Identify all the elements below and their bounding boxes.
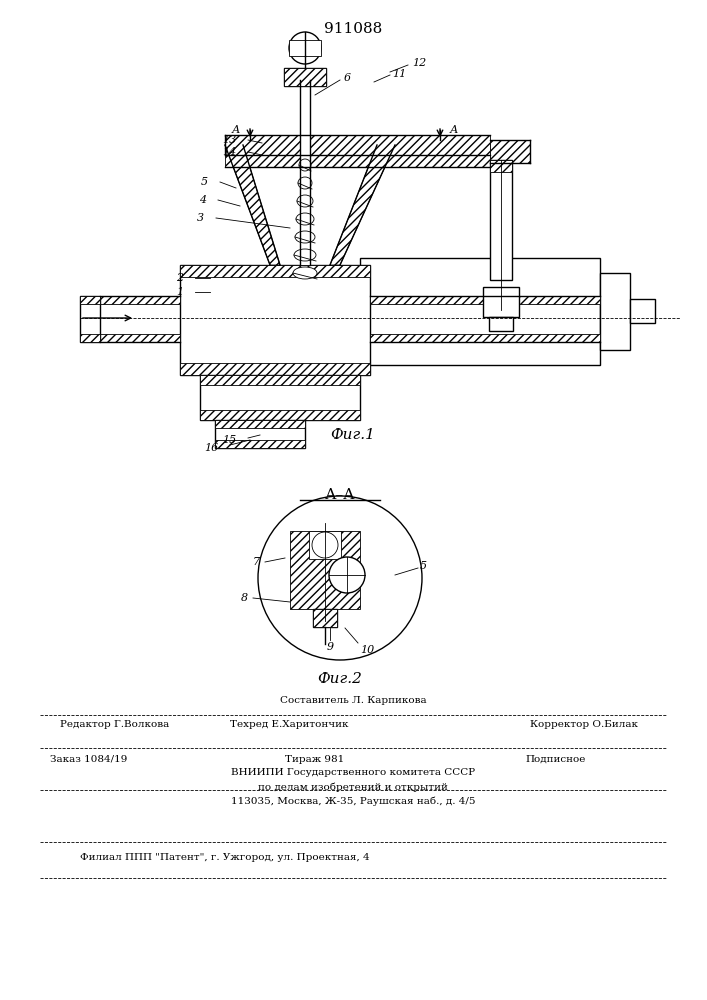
Polygon shape <box>225 155 490 167</box>
Ellipse shape <box>294 249 316 261</box>
Polygon shape <box>290 531 360 609</box>
Text: Фиг.1: Фиг.1 <box>331 428 375 442</box>
Text: Составитель Л. Карпикова: Составитель Л. Карпикова <box>280 696 426 705</box>
Polygon shape <box>225 145 280 265</box>
Ellipse shape <box>298 177 312 189</box>
Bar <box>630 299 655 323</box>
Polygon shape <box>200 375 360 385</box>
Circle shape <box>258 496 422 660</box>
Text: А: А <box>232 125 240 135</box>
Bar <box>200 375 360 420</box>
Text: 13: 13 <box>222 135 236 145</box>
Text: 113035, Москва, Ж-35, Раушская наб., д. 4/5: 113035, Москва, Ж-35, Раушская наб., д. … <box>230 796 475 806</box>
Text: 9: 9 <box>327 642 334 652</box>
Ellipse shape <box>293 267 317 279</box>
Text: А: А <box>450 125 458 135</box>
Ellipse shape <box>295 231 315 243</box>
Text: 10: 10 <box>360 645 374 655</box>
Bar <box>80 296 100 342</box>
Polygon shape <box>490 140 530 163</box>
Text: 8: 8 <box>241 593 248 603</box>
Bar <box>490 160 512 280</box>
Polygon shape <box>215 420 305 428</box>
Polygon shape <box>200 410 360 420</box>
Polygon shape <box>100 296 180 304</box>
Text: 4: 4 <box>199 195 206 205</box>
Circle shape <box>289 32 321 64</box>
Text: 2: 2 <box>176 273 183 283</box>
Text: Фиг.2: Фиг.2 <box>317 672 363 686</box>
Polygon shape <box>180 363 370 375</box>
Polygon shape <box>313 609 337 627</box>
Text: Подписное: Подписное <box>525 755 585 764</box>
Bar <box>600 273 630 350</box>
Bar <box>483 287 519 317</box>
Bar <box>360 258 600 365</box>
Bar <box>313 609 337 627</box>
Circle shape <box>329 557 365 593</box>
Bar <box>300 80 310 265</box>
Text: 15: 15 <box>222 435 236 445</box>
Bar <box>284 68 326 86</box>
Ellipse shape <box>296 213 314 225</box>
Polygon shape <box>490 160 512 172</box>
Circle shape <box>312 532 338 558</box>
Text: Заказ 1084/19: Заказ 1084/19 <box>50 755 127 764</box>
Text: Филиал ППП "Патент", г. Ужгород, ул. Проектная, 4: Филиал ППП "Патент", г. Ужгород, ул. Про… <box>80 853 370 862</box>
Text: 1: 1 <box>176 287 183 297</box>
Text: 911088: 911088 <box>324 22 382 36</box>
Bar <box>489 317 513 331</box>
Circle shape <box>300 43 310 53</box>
Polygon shape <box>370 334 600 342</box>
Polygon shape <box>180 265 370 277</box>
Polygon shape <box>370 296 600 304</box>
Text: 5: 5 <box>420 561 427 571</box>
Polygon shape <box>80 334 100 342</box>
Polygon shape <box>330 145 395 265</box>
Bar <box>309 531 341 559</box>
Polygon shape <box>180 265 370 375</box>
Text: 11: 11 <box>392 69 407 79</box>
Text: 7: 7 <box>253 557 260 567</box>
Text: 3: 3 <box>197 213 204 223</box>
Polygon shape <box>215 440 305 448</box>
Text: 5: 5 <box>201 177 208 187</box>
Text: Редактор Г.Волкова: Редактор Г.Волкова <box>60 720 169 729</box>
Text: 12: 12 <box>412 58 426 68</box>
Polygon shape <box>100 334 180 342</box>
Text: А–А: А–А <box>325 488 356 502</box>
Polygon shape <box>80 296 100 304</box>
Bar <box>289 40 321 56</box>
Text: Корректор О.Билак: Корректор О.Билак <box>530 720 638 729</box>
Text: Техред Е.Харитончик: Техред Е.Харитончик <box>230 720 349 729</box>
Text: по делам изобретений и открытий: по делам изобретений и открытий <box>258 782 448 792</box>
Bar <box>215 420 305 448</box>
Polygon shape <box>284 68 326 86</box>
Text: Тираж 981: Тираж 981 <box>285 755 344 764</box>
Text: 16: 16 <box>204 443 218 453</box>
Text: ВНИИПИ Государственного комитета СССР: ВНИИПИ Государственного комитета СССР <box>231 768 475 777</box>
Ellipse shape <box>297 195 313 207</box>
Text: 6: 6 <box>344 73 351 83</box>
Text: 14: 14 <box>222 147 236 157</box>
Ellipse shape <box>299 159 311 171</box>
Polygon shape <box>225 135 490 155</box>
